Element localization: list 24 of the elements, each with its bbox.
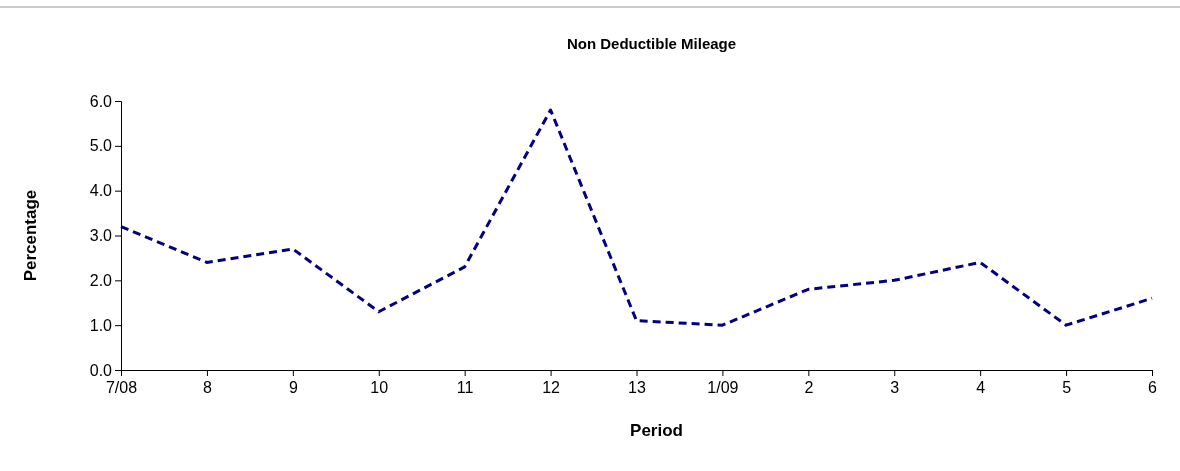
x-tick-label: 11 <box>456 379 474 397</box>
line-series <box>119 108 1154 327</box>
x-tick-label: 12 <box>542 379 561 397</box>
x-tick-label: 7/08 <box>105 379 138 397</box>
x-axis-title: Period <box>630 421 683 440</box>
x-tick-label: 2 <box>804 379 814 397</box>
y-tick-label: 5.0 <box>89 137 113 155</box>
x-tick-label: 9 <box>288 379 298 397</box>
y-tick-label: 2.0 <box>89 271 113 289</box>
x-tick-label: 3 <box>890 379 900 397</box>
y-axis-title: Percentage <box>21 189 40 282</box>
y-tick-label: 6.0 <box>89 92 113 110</box>
y-tick-label: 1.0 <box>89 316 113 334</box>
x-tick-label: 8 <box>202 379 212 397</box>
chart-title: Non Deductible Mileage <box>566 35 737 52</box>
y-tick-label: 0.0 <box>89 361 113 379</box>
x-tick-label: 6 <box>1148 379 1158 397</box>
x-tick-label: 1/09 <box>707 379 739 397</box>
y-tick-label: 4.0 <box>89 182 113 200</box>
x-tick-label: 10 <box>370 379 389 397</box>
x-tick-label: 13 <box>628 379 646 397</box>
x-tick-label: 5 <box>1062 379 1072 397</box>
x-tick-label: 4 <box>976 379 986 397</box>
y-tick-label: 3.0 <box>89 227 113 245</box>
